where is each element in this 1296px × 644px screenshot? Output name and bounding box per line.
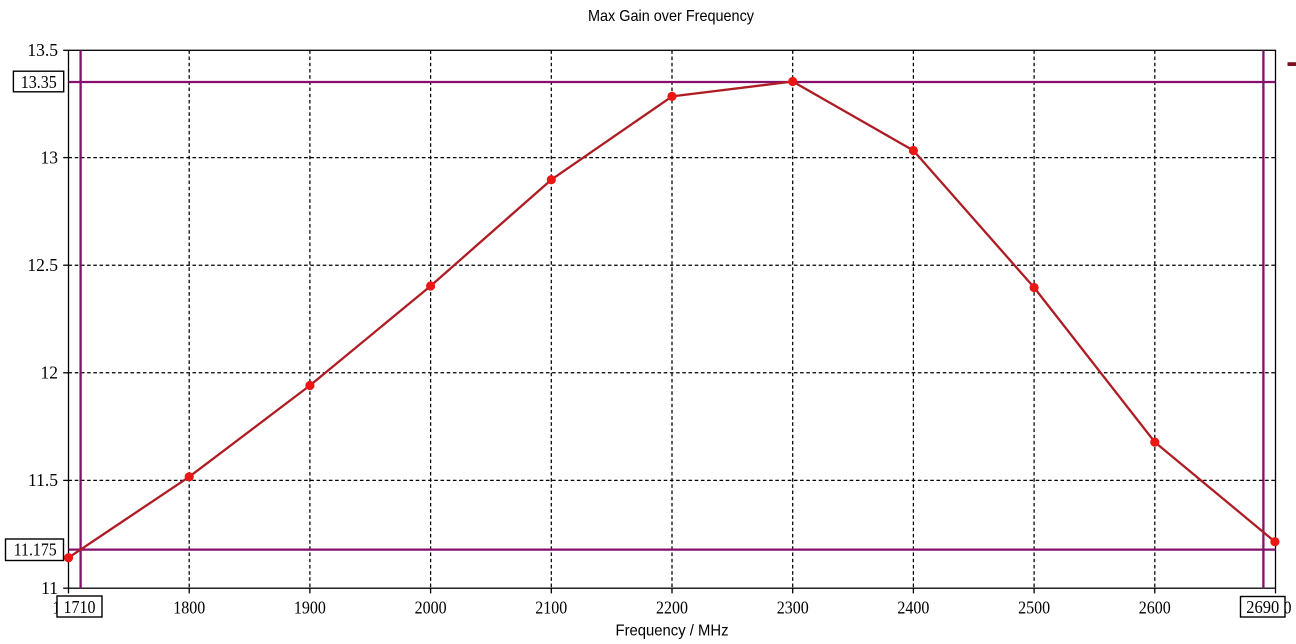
svg-text:2500: 2500: [1018, 598, 1050, 618]
svg-text:13.5: 13.5: [27, 40, 58, 60]
svg-text:13: 13: [41, 147, 59, 167]
svg-text:13.35: 13.35: [21, 72, 57, 92]
svg-text:11.175: 11.175: [14, 540, 57, 560]
svg-text:11: 11: [41, 578, 58, 598]
svg-text:Frequency / MHz: Frequency / MHz: [616, 623, 729, 640]
svg-text:1900: 1900: [294, 598, 326, 618]
svg-text:Max Gain over Frequency: Max Gain over Frequency: [588, 8, 754, 25]
svg-text:2600: 2600: [1139, 598, 1171, 618]
svg-text:2000: 2000: [415, 598, 447, 618]
svg-text:1710: 1710: [64, 597, 96, 617]
svg-text:2400: 2400: [897, 598, 929, 618]
svg-text:1800: 1800: [173, 598, 205, 618]
svg-text:2100: 2100: [535, 598, 567, 618]
svg-text:12: 12: [41, 363, 59, 383]
svg-text:11.5: 11.5: [28, 470, 58, 490]
svg-text:2300: 2300: [777, 598, 809, 618]
svg-text:2200: 2200: [656, 598, 688, 618]
svg-text:2690: 2690: [1246, 597, 1279, 617]
svg-text:12.5: 12.5: [27, 255, 58, 275]
